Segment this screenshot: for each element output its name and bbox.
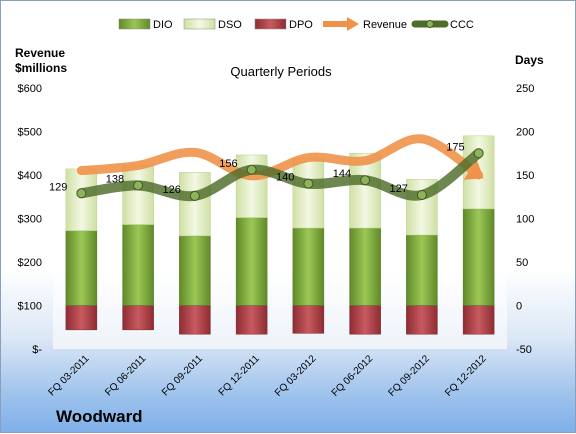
ccc-point xyxy=(76,188,87,199)
category-tick-label: FQ 12-2011 xyxy=(217,353,262,398)
left-axis-label-line2: $millions xyxy=(15,61,67,75)
right-tick-label: -50 xyxy=(516,344,532,356)
legend-label: DSO xyxy=(218,19,242,31)
ccc-data-label: 129 xyxy=(49,181,67,193)
legend-swatch xyxy=(426,20,434,28)
ccc-point xyxy=(246,164,257,175)
bar-dpo xyxy=(462,305,495,335)
bar-dio xyxy=(65,230,98,306)
legend-label: DIO xyxy=(153,19,173,31)
ccc-data-label: 144 xyxy=(333,168,351,180)
bar-dpo xyxy=(292,305,325,334)
bar-dpo xyxy=(349,305,381,335)
legend-swatch xyxy=(118,18,151,30)
bar-dso xyxy=(122,165,154,225)
ccc-point xyxy=(303,178,314,189)
axis-labels: Revenue $millions Days Quarterly Periods xyxy=(15,46,544,79)
legend-swatch xyxy=(347,17,359,31)
ccc-data-label: 126 xyxy=(163,184,181,196)
company-name: Woodward xyxy=(56,407,143,426)
left-tick-label: $500 xyxy=(18,127,42,139)
bar-dio xyxy=(179,235,211,306)
legend-swatch xyxy=(254,18,287,30)
ccc-data-label: 175 xyxy=(446,141,464,153)
revenue-arrowhead xyxy=(463,159,484,180)
bar-dso xyxy=(349,153,381,229)
left-axis-ticks: $- $100 $200 $300 $400 $500 $600 xyxy=(18,83,43,356)
category-axis-ticks: FQ 03-2011 FQ 06-2011 FQ 09-2011 FQ 12-2011… xyxy=(47,353,490,399)
left-tick-label: $100 xyxy=(18,301,42,313)
category-tick-label: FQ 06-2011 xyxy=(103,353,148,398)
bar-dso xyxy=(179,172,211,237)
chart-title: Quarterly Periods xyxy=(230,64,332,79)
right-axis-ticks: -50 0 50 100 150 200 250 xyxy=(516,83,534,356)
category-tick-label: FQ 03-2011 xyxy=(47,353,92,398)
revenue-line xyxy=(76,134,484,181)
left-tick-label: $- xyxy=(32,344,42,356)
legend: DIO DSO DPO Revenue CCC xyxy=(118,17,474,31)
ccc-data-label: 138 xyxy=(106,173,124,185)
legend-label: CCC xyxy=(450,19,474,31)
ccc-data-label: 156 xyxy=(219,158,237,170)
bar-dso xyxy=(292,158,325,229)
ccc-data-label: 127 xyxy=(390,183,408,195)
bar-dio xyxy=(292,227,325,306)
bar-dpo xyxy=(235,305,268,335)
category-tick-label: FQ 12-2012 xyxy=(443,353,489,399)
category-tick-label: FQ 06-2012 xyxy=(330,353,376,399)
bar-dpo xyxy=(65,305,98,331)
left-axis-label-line1: Revenue xyxy=(15,46,65,60)
left-tick-label: $400 xyxy=(18,170,42,182)
ccc-point xyxy=(133,180,144,191)
right-tick-label: 250 xyxy=(516,83,534,95)
category-tick-label: FQ 09-2012 xyxy=(386,353,432,399)
bar-dpo xyxy=(406,305,438,335)
right-tick-label: 0 xyxy=(516,301,522,313)
ccc-point xyxy=(189,190,200,201)
bar-dso xyxy=(235,154,268,218)
left-tick-label: $600 xyxy=(18,83,42,95)
ccc-point xyxy=(473,148,484,159)
right-tick-label: 200 xyxy=(516,127,534,139)
revenue-series xyxy=(76,134,484,181)
legend-label: Revenue xyxy=(363,19,407,31)
ccc-series: 129 138 126 156 140 144 127 175 xyxy=(49,141,484,202)
bar-dso xyxy=(65,168,98,231)
ccc-point xyxy=(360,175,371,186)
right-tick-label: 50 xyxy=(516,257,528,269)
bar-dio xyxy=(349,227,381,306)
bar-dio xyxy=(122,224,154,306)
plot-area xyxy=(53,87,507,349)
bar-dpo xyxy=(122,305,154,331)
ccc-data-label: 140 xyxy=(276,172,294,184)
ccc-point xyxy=(416,190,427,201)
bar-dpo xyxy=(179,305,211,335)
bar-dio xyxy=(235,217,268,306)
bar-dio xyxy=(406,234,438,306)
legend-swatch xyxy=(183,18,216,30)
left-tick-label: $300 xyxy=(18,214,42,226)
category-tick-label: FQ 09-2011 xyxy=(160,353,205,398)
bar-dio xyxy=(462,208,495,306)
category-tick-label: FQ 03-2012 xyxy=(273,353,319,399)
right-tick-label: 150 xyxy=(516,170,534,182)
right-axis-label: Days xyxy=(515,53,544,67)
legend-label: DPO xyxy=(289,19,313,31)
right-tick-label: 100 xyxy=(516,214,534,226)
left-tick-label: $200 xyxy=(18,257,42,269)
